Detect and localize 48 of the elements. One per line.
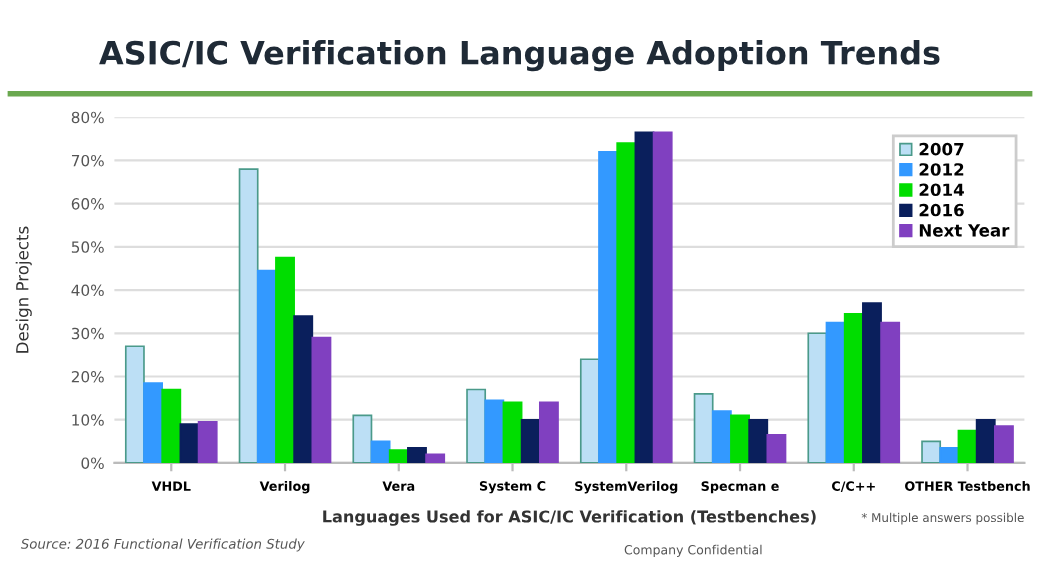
legend-label: 2016 [919,203,964,217]
bar [748,418,769,463]
legend-label: 2007 [919,142,964,156]
bar [352,414,373,463]
bar [197,421,218,463]
bar [579,358,600,463]
bar [293,315,314,463]
bar [502,401,523,463]
bar [693,392,714,463]
bar [425,453,446,463]
bar [711,410,732,463]
bar [124,345,145,463]
bar [520,418,541,463]
y-axis-title: Design Projects [15,226,32,353]
bar [880,321,901,463]
bar [311,336,332,463]
bar [598,150,619,463]
bar [862,302,882,463]
legend-label: Next Year [919,224,1010,237]
bar [179,423,200,463]
bar [993,425,1014,463]
bar [275,256,295,463]
bar [143,382,164,463]
bar [484,399,505,463]
bar [730,414,750,463]
bar [807,332,828,463]
bar [921,440,942,463]
bar [825,321,846,463]
bar [370,440,391,463]
bar [843,313,864,463]
bar [957,429,978,463]
bar [939,446,960,463]
bar [407,446,427,463]
bar [256,269,277,463]
bar [161,388,182,463]
bar [466,388,487,463]
bar [652,131,673,463]
x-axis-title: Languages Used for ASIC/IC Verification (Testbenches) [323,510,816,526]
chart-title: ASIC/IC Verification Language Adoption Trends [99,40,940,72]
bar [616,142,637,463]
bar [634,131,655,463]
legend-label: 2012 [919,163,964,176]
bar [766,434,787,463]
bar [238,168,259,463]
bar [538,401,559,463]
bar [975,418,996,463]
legend-label: 2014 [919,183,964,197]
bar [388,449,409,463]
